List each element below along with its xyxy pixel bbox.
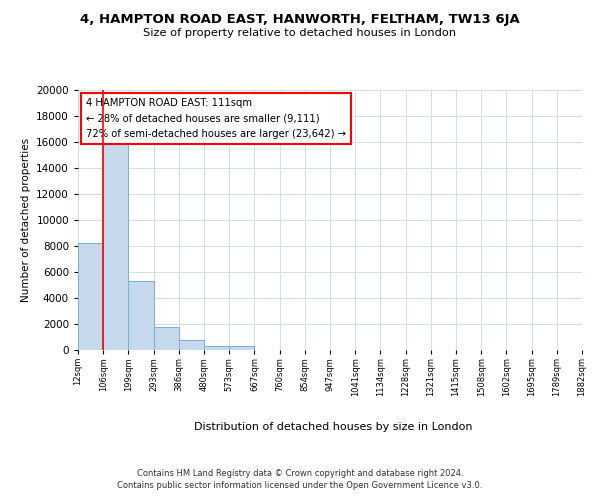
Bar	[103, 134, 128, 350]
Text: Distribution of detached houses by size in London: Distribution of detached houses by size …	[194, 422, 472, 432]
Bar	[78, 244, 103, 350]
Text: Size of property relative to detached houses in London: Size of property relative to detached ho…	[143, 28, 457, 38]
Bar	[128, 281, 154, 350]
Text: Contains public sector information licensed under the Open Government Licence v3: Contains public sector information licen…	[118, 481, 482, 490]
Y-axis label: Number of detached properties: Number of detached properties	[20, 138, 31, 302]
Text: Contains HM Land Registry data © Crown copyright and database right 2024.: Contains HM Land Registry data © Crown c…	[137, 468, 463, 477]
Bar	[179, 340, 204, 350]
Bar	[204, 346, 229, 350]
Text: 4, HAMPTON ROAD EAST, HANWORTH, FELTHAM, TW13 6JA: 4, HAMPTON ROAD EAST, HANWORTH, FELTHAM,…	[80, 12, 520, 26]
Text: 4 HAMPTON ROAD EAST: 111sqm
← 28% of detached houses are smaller (9,111)
72% of : 4 HAMPTON ROAD EAST: 111sqm ← 28% of det…	[86, 98, 346, 139]
Bar	[229, 346, 254, 350]
Bar	[154, 327, 179, 350]
